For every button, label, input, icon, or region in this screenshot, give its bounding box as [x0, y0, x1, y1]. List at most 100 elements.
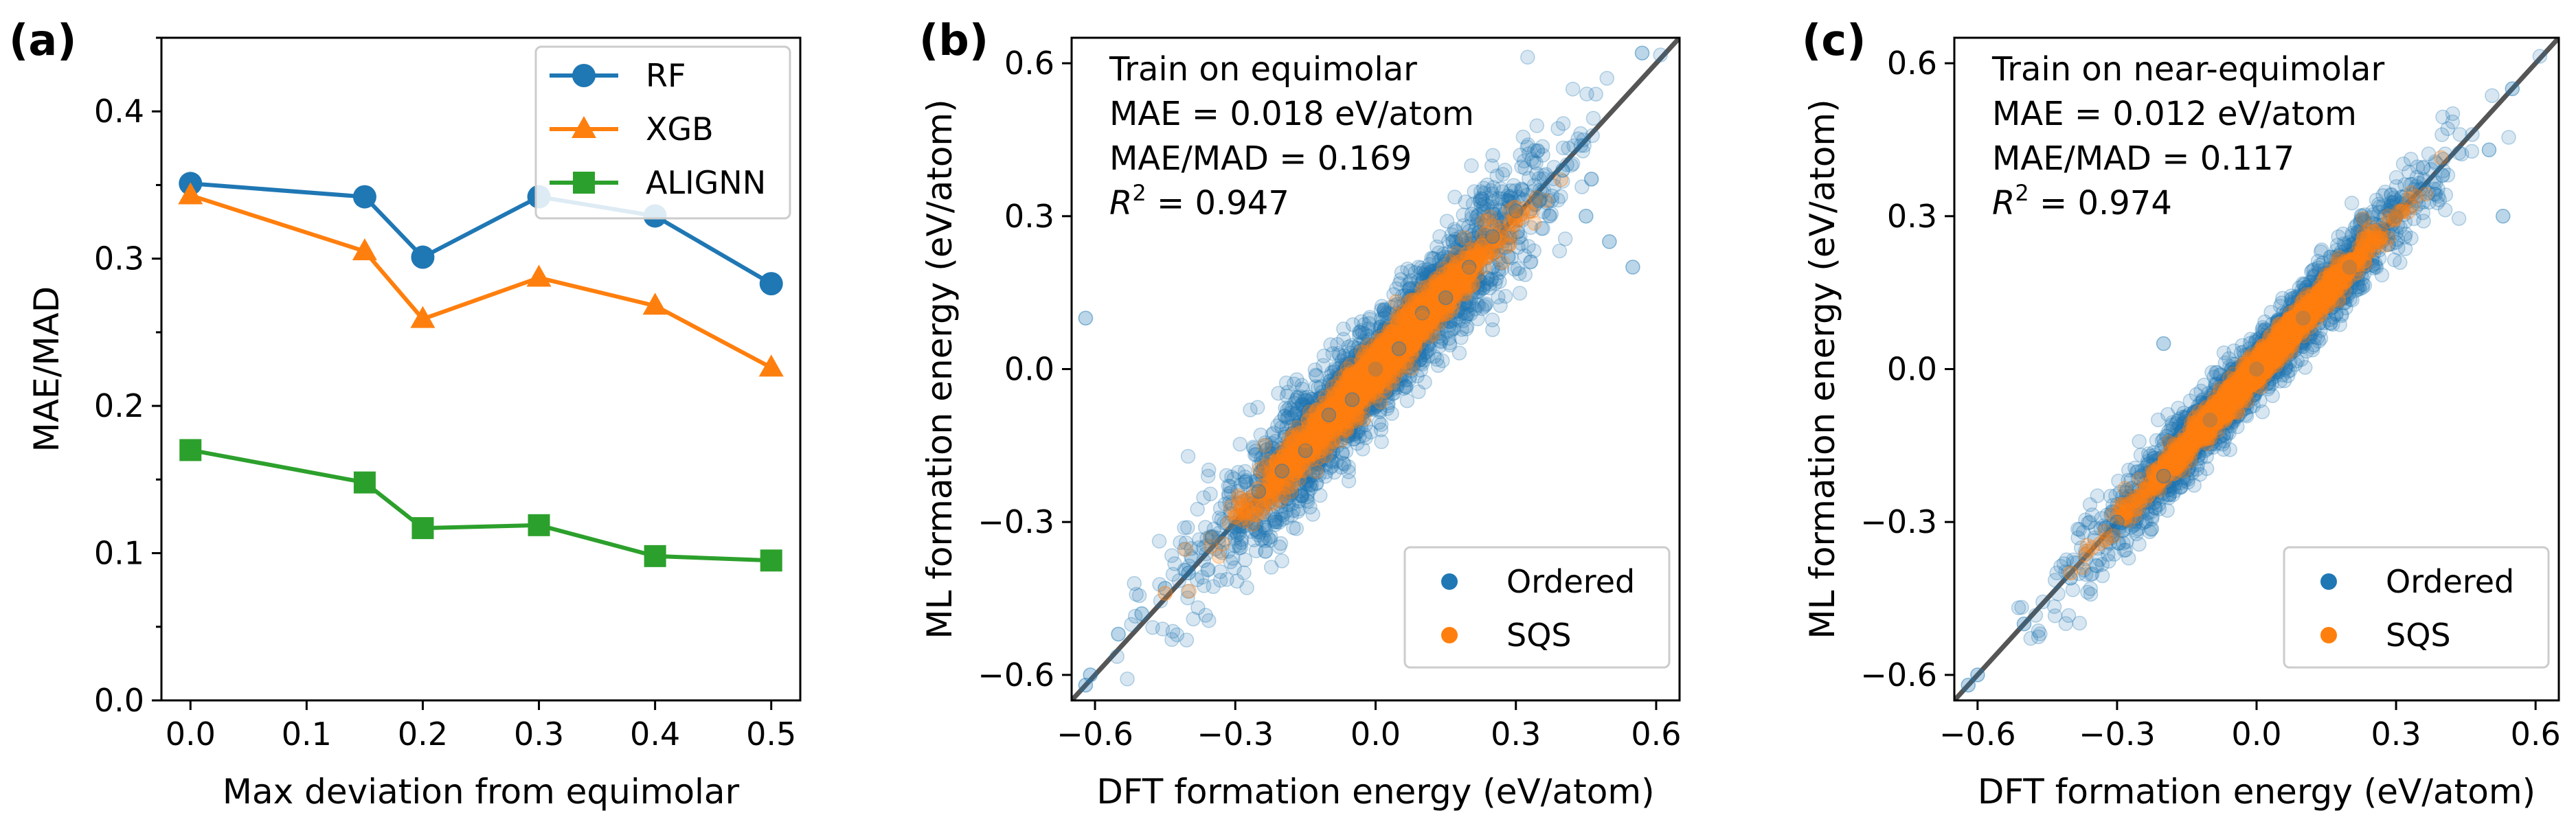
scatter-point-ordered [1199, 538, 1214, 553]
scatter-point-ordered [1310, 404, 1325, 420]
scatter-point-ordered [1419, 326, 1434, 341]
y-tick-label: −0.3 [978, 503, 1054, 540]
scatter-point-ordered [1462, 295, 1477, 310]
scatter-point-ordered [1459, 274, 1475, 289]
scatter-point-ordered [1315, 431, 1331, 447]
scatter-point-ordered [1307, 400, 1322, 416]
scatter-point-ordered [1495, 184, 1511, 200]
scatter-point-ordered [1416, 322, 1432, 337]
scatter-point-ordered [1380, 339, 1396, 354]
scatter-point-ordered [1455, 244, 1471, 260]
scatter-point-ordered [1261, 464, 1277, 479]
scatter-point-ordered [1313, 422, 1328, 438]
scatter-point-ordered [1323, 337, 1338, 352]
scatter-point-ordered [1365, 378, 1380, 393]
scatter-point-ordered [1434, 251, 1449, 266]
y-tick-label: 0.6 [1004, 45, 1054, 82]
scatter-point-ordered [1405, 296, 1421, 311]
scatter-point-ordered [1274, 420, 1289, 435]
data-point-ordered [1555, 163, 1570, 178]
scatter-point-ordered [1335, 400, 1351, 416]
scatter-point-ordered [1512, 266, 1527, 282]
scatter-point-sqs [1256, 437, 1272, 453]
data-point-sqs [1461, 264, 1477, 280]
scatter-point-ordered [1536, 168, 1552, 183]
scatter-point-ordered [1397, 306, 1412, 322]
scatter-point-ordered [1260, 496, 1276, 511]
scatter-point-ordered [1109, 649, 1125, 664]
scatter-point-ordered [1363, 357, 1379, 373]
scatter-point-ordered [1430, 273, 1445, 288]
scatter-point-ordered [1456, 245, 1471, 261]
scatter-point-ordered [1401, 353, 1416, 369]
y-tick-label: 0.3 [94, 240, 144, 277]
scatter-point-ordered [1198, 608, 1213, 623]
scatter-point-ordered [1459, 299, 1475, 314]
scatter-point-ordered [1247, 522, 1263, 537]
scatter-point-ordered [1491, 289, 1506, 305]
scatter-point-ordered [2050, 586, 2066, 602]
annotation-mae-mad: MAE/MAD = 0.169 [1109, 139, 1412, 178]
scatter-point-ordered [1381, 372, 1396, 388]
scatter-point-ordered [1386, 356, 1401, 371]
scatter-point-ordered [1127, 575, 1142, 591]
scatter-point-ordered [1392, 347, 1408, 363]
scatter-point-ordered [1417, 308, 1433, 323]
scatter-point-ordered [1335, 369, 1351, 384]
scatter-point-ordered [2028, 608, 2044, 623]
scatter-point-ordered [1386, 328, 1402, 343]
scatter-point-ordered [1342, 354, 1357, 369]
scatter-point-ordered [1415, 286, 1431, 301]
series-line-xgb [190, 193, 773, 370]
scatter-point-ordered [1372, 380, 1387, 396]
scatter-point-ordered [1390, 309, 1406, 324]
scatter-point-ordered [1324, 438, 1340, 454]
scatter-point-ordered [1373, 422, 1389, 437]
scatter-point-ordered [1467, 244, 1482, 260]
scatter-point-ordered [1526, 243, 1541, 258]
scatter-point-ordered [1360, 372, 1376, 388]
scatter-point-ordered [1318, 428, 1333, 444]
scatter-point-ordered [1349, 413, 1365, 429]
scatter-point-ordered [1342, 382, 1358, 398]
scatter-point-ordered [1435, 353, 1450, 369]
scatter-point-ordered [1412, 330, 1427, 345]
scatter-point-ordered [1452, 275, 1467, 290]
scatter-point-ordered [1421, 291, 1436, 307]
scatter-point-ordered [1370, 349, 1386, 364]
scatter-point-ordered [1353, 379, 1368, 394]
scatter-point-ordered [1322, 373, 1338, 389]
scatter-point-ordered [1368, 369, 1384, 385]
scatter-point-ordered [1289, 521, 1304, 536]
scatter-point-ordered [1456, 207, 1471, 222]
scatter-point-ordered [1321, 382, 1336, 398]
scatter-point-ordered [1492, 225, 1507, 240]
scatter-point-ordered [1304, 477, 1320, 492]
scatter-point-ordered [1476, 277, 1491, 293]
scatter-point-ordered [1280, 483, 1296, 499]
scatter-point-ordered [1326, 364, 1342, 380]
scatter-point-ordered [1201, 562, 1216, 577]
scatter-point-ordered [1285, 426, 1300, 441]
scatter-point-ordered [1555, 140, 1571, 156]
scatter-point-ordered [1552, 243, 1568, 259]
scatter-point-ordered [1352, 349, 1367, 365]
scatter-point-ordered [1311, 467, 1327, 483]
scatter-point-ordered [1212, 564, 1228, 580]
scatter-point-ordered [1443, 282, 1458, 297]
scatter-point-ordered [1340, 376, 1356, 391]
data-point-xgb [526, 264, 552, 287]
scatter-point-ordered [1321, 422, 1336, 437]
data-point-alignn [179, 439, 202, 461]
scatter-point-ordered [1334, 380, 1349, 396]
scatter-point-ordered [1346, 431, 1362, 447]
scatter-point-ordered [1285, 483, 1300, 498]
scatter-point-ordered [1411, 260, 1426, 275]
scatter-point-ordered [1463, 306, 1478, 322]
scatter-point-ordered [1354, 374, 1369, 389]
scatter-point-ordered [1344, 411, 1359, 426]
scatter-point-ordered [1221, 479, 1236, 494]
scatter-point-ordered [1484, 239, 1500, 255]
scatter-point-ordered [1230, 465, 1246, 480]
scatter-point-ordered [1357, 317, 1372, 332]
